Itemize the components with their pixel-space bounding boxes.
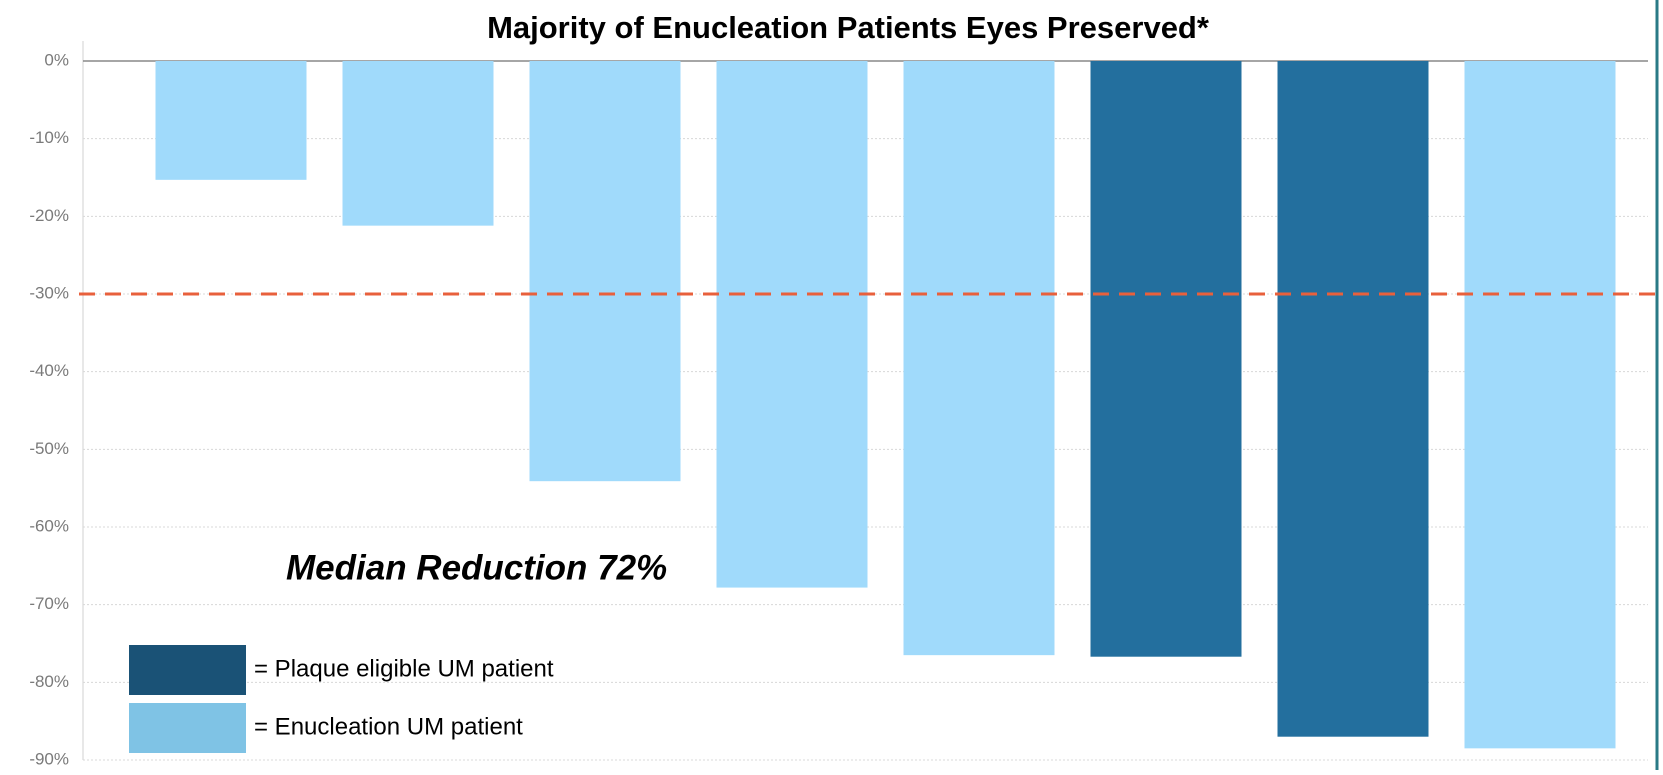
legend-swatch <box>129 645 246 695</box>
y-tick-label: -40% <box>29 361 69 380</box>
annotation: Median Reduction 72% <box>286 548 667 587</box>
chart-title: Majority of Enucleation Patients Eyes Pr… <box>487 10 1210 45</box>
y-tick-label: -30% <box>29 283 69 302</box>
bar <box>903 61 1055 656</box>
y-tick-label: -20% <box>29 206 69 225</box>
legend-label: = Enucleation UM patient <box>254 713 523 740</box>
bar <box>1090 61 1242 657</box>
bar <box>342 61 494 226</box>
legend-label: = Plaque eligible UM patient <box>254 655 554 682</box>
y-tick-label: -90% <box>29 749 69 768</box>
bar <box>529 61 681 482</box>
legend-swatch <box>129 703 246 753</box>
bar <box>155 61 307 180</box>
bar <box>1464 61 1616 749</box>
bar <box>1277 61 1429 737</box>
y-tick-label: -50% <box>29 439 69 458</box>
y-tick-label: -60% <box>29 516 69 535</box>
y-tick-label: -80% <box>29 672 69 691</box>
y-tick-label: -70% <box>29 594 69 613</box>
y-tick-label: -10% <box>29 128 69 147</box>
y-tick-label: 0% <box>44 50 69 69</box>
bar <box>716 61 868 588</box>
